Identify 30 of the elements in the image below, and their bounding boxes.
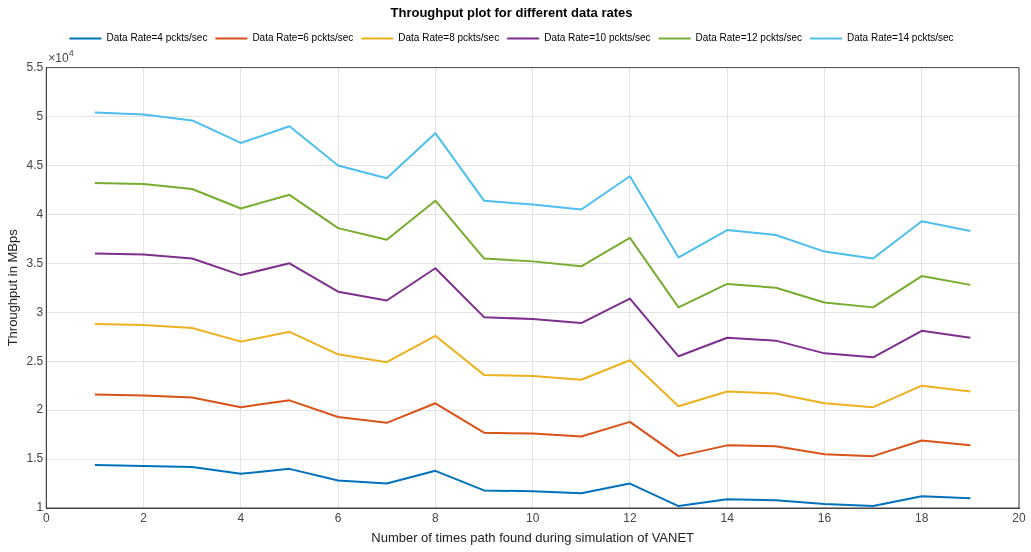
y-tick-label: 1 <box>36 500 44 515</box>
legend-label: Data Rate=14 pckts/sec <box>847 32 954 44</box>
x-tick-label: 8 <box>432 510 440 525</box>
x-tick-label: 16 <box>817 510 832 525</box>
x-tick-label: 2 <box>140 510 148 525</box>
y-tick-label: 5 <box>36 108 44 123</box>
legend-label: Data Rate=12 pckts/sec <box>695 32 803 44</box>
y-tick-label: 1.5 <box>26 451 44 466</box>
legend-label: Data Rate=6 pckts/sec <box>252 32 354 44</box>
y-tick-label: 4.5 <box>26 157 44 172</box>
x-tick-label: 10 <box>525 510 540 525</box>
y-axis-title: Throughput in MBps <box>5 228 21 347</box>
x-tick-label: 20 <box>1012 510 1026 525</box>
legend-label: Data Rate=8 pckts/sec <box>398 32 500 44</box>
x-tick-label: 6 <box>334 510 342 525</box>
x-tick-label: 4 <box>237 510 245 525</box>
y-tick-label: 3.5 <box>26 255 44 270</box>
y-tick-label: 3 <box>36 304 44 319</box>
x-tick-label: 0 <box>42 510 50 525</box>
legend-label: Data Rate=4 pckts/sec <box>106 32 208 44</box>
legend-label: Data Rate=10 pckts/sec <box>544 32 651 44</box>
x-axis-title: Number of times path found during simulation of VANET <box>371 529 695 545</box>
x-tick-label: 12 <box>623 510 637 525</box>
y-tick-label: 2.5 <box>26 353 44 368</box>
chart-title: Throughput plot for different data rates <box>390 5 633 21</box>
y-tick-label: 5.5 <box>26 59 44 74</box>
y-tick-label: 4 <box>36 206 44 221</box>
x-tick-label: 18 <box>915 510 929 525</box>
y-tick-label: 2 <box>36 402 44 417</box>
x-tick-label: 14 <box>720 510 735 525</box>
